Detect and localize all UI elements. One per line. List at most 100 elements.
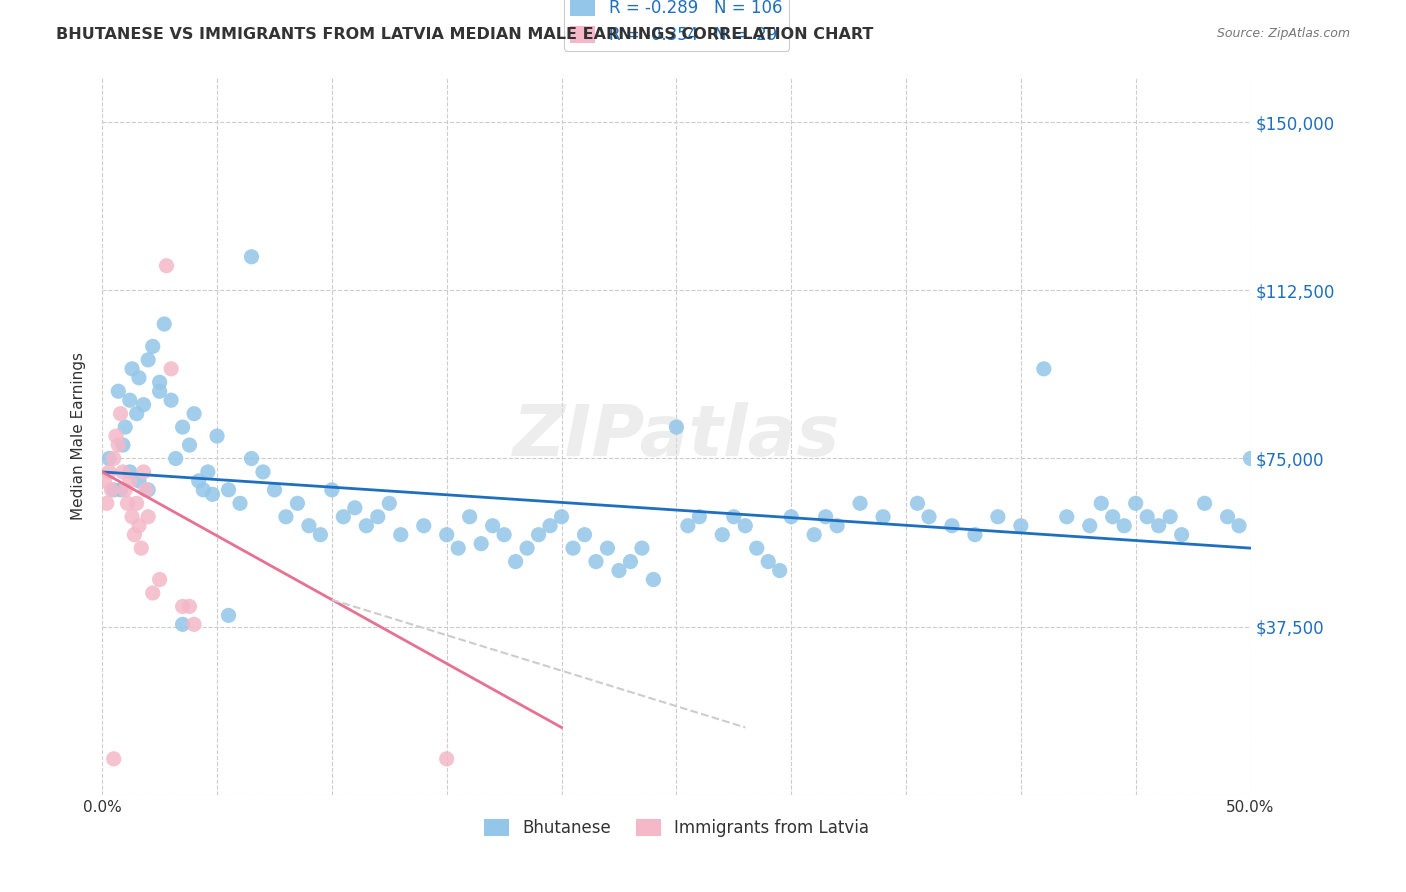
Point [1194, 496, 1216, 510]
Point [711, 527, 734, 541]
Point [128, 371, 150, 385]
Point [132, 465, 155, 479]
Point [562, 541, 585, 556]
Point [98, 465, 121, 479]
Point [378, 496, 401, 510]
Point [183, 617, 205, 632]
Point [1114, 518, 1136, 533]
Point [1056, 509, 1078, 524]
Text: BHUTANESE VS IMMIGRANTS FROM LATVIA MEDIAN MALE EARNINGS CORRELATION CHART: BHUTANESE VS IMMIGRANTS FROM LATVIA MEDI… [56, 27, 873, 42]
Point [128, 518, 150, 533]
Point [183, 407, 205, 421]
Point [987, 509, 1010, 524]
Point [129, 541, 152, 556]
Point [1159, 509, 1181, 524]
Point [117, 496, 139, 510]
Point [103, 451, 125, 466]
Point [1216, 509, 1239, 524]
Point [96, 496, 118, 510]
Point [172, 599, 194, 614]
Point [676, 518, 699, 533]
Point [688, 509, 710, 524]
Point [516, 541, 538, 556]
Point [849, 496, 872, 510]
Point [149, 384, 172, 399]
Point [447, 541, 470, 556]
Point [103, 483, 125, 497]
Point [114, 420, 136, 434]
Point [769, 564, 792, 578]
Point [110, 407, 132, 421]
Point [98, 451, 121, 466]
Point [172, 420, 194, 434]
Point [136, 509, 159, 524]
Point [287, 496, 309, 510]
Point [155, 259, 177, 273]
Point [574, 527, 596, 541]
Point [481, 518, 503, 533]
Point [252, 465, 274, 479]
Point [1078, 518, 1101, 533]
Point [321, 483, 343, 497]
Point [723, 509, 745, 524]
Point [240, 250, 263, 264]
Point [585, 555, 607, 569]
Point [179, 599, 201, 614]
Point [734, 518, 756, 533]
Point [111, 438, 134, 452]
Point [187, 474, 209, 488]
Point [298, 518, 321, 533]
Point [825, 518, 848, 533]
Point [780, 509, 803, 524]
Point [172, 617, 194, 632]
Point [197, 465, 219, 479]
Point [436, 752, 458, 766]
Point [124, 527, 146, 541]
Point [142, 586, 165, 600]
Point [136, 352, 159, 367]
Point [412, 518, 434, 533]
Point [132, 398, 155, 412]
Point [963, 527, 986, 541]
Point [136, 483, 159, 497]
Point [118, 465, 141, 479]
Point [160, 393, 183, 408]
Point [118, 393, 141, 408]
Point [179, 438, 201, 452]
Point [218, 608, 240, 623]
Point [100, 483, 122, 497]
Point [240, 451, 263, 466]
Point [149, 573, 172, 587]
Point [93, 474, 115, 488]
Point [436, 527, 458, 541]
Point [263, 483, 285, 497]
Point [128, 474, 150, 488]
Legend: Bhutanese, Immigrants from Latvia: Bhutanese, Immigrants from Latvia [477, 813, 876, 844]
Point [367, 509, 389, 524]
Point [1170, 527, 1192, 541]
Point [135, 483, 157, 497]
Point [458, 509, 481, 524]
Point [803, 527, 825, 541]
Point [631, 541, 654, 556]
Point [538, 518, 561, 533]
Point [121, 361, 143, 376]
Point [1090, 496, 1112, 510]
Point [218, 483, 240, 497]
Point [389, 527, 412, 541]
Point [941, 518, 963, 533]
Point [494, 527, 516, 541]
Point [619, 555, 641, 569]
Point [596, 541, 619, 556]
Point [643, 573, 665, 587]
Point [111, 465, 134, 479]
Point [1147, 518, 1170, 533]
Point [193, 483, 215, 497]
Point [107, 438, 129, 452]
Point [160, 361, 183, 376]
Text: ZIPatlas: ZIPatlas [513, 401, 839, 471]
Point [814, 509, 837, 524]
Point [756, 555, 779, 569]
Point [1032, 361, 1054, 376]
Point [142, 339, 165, 353]
